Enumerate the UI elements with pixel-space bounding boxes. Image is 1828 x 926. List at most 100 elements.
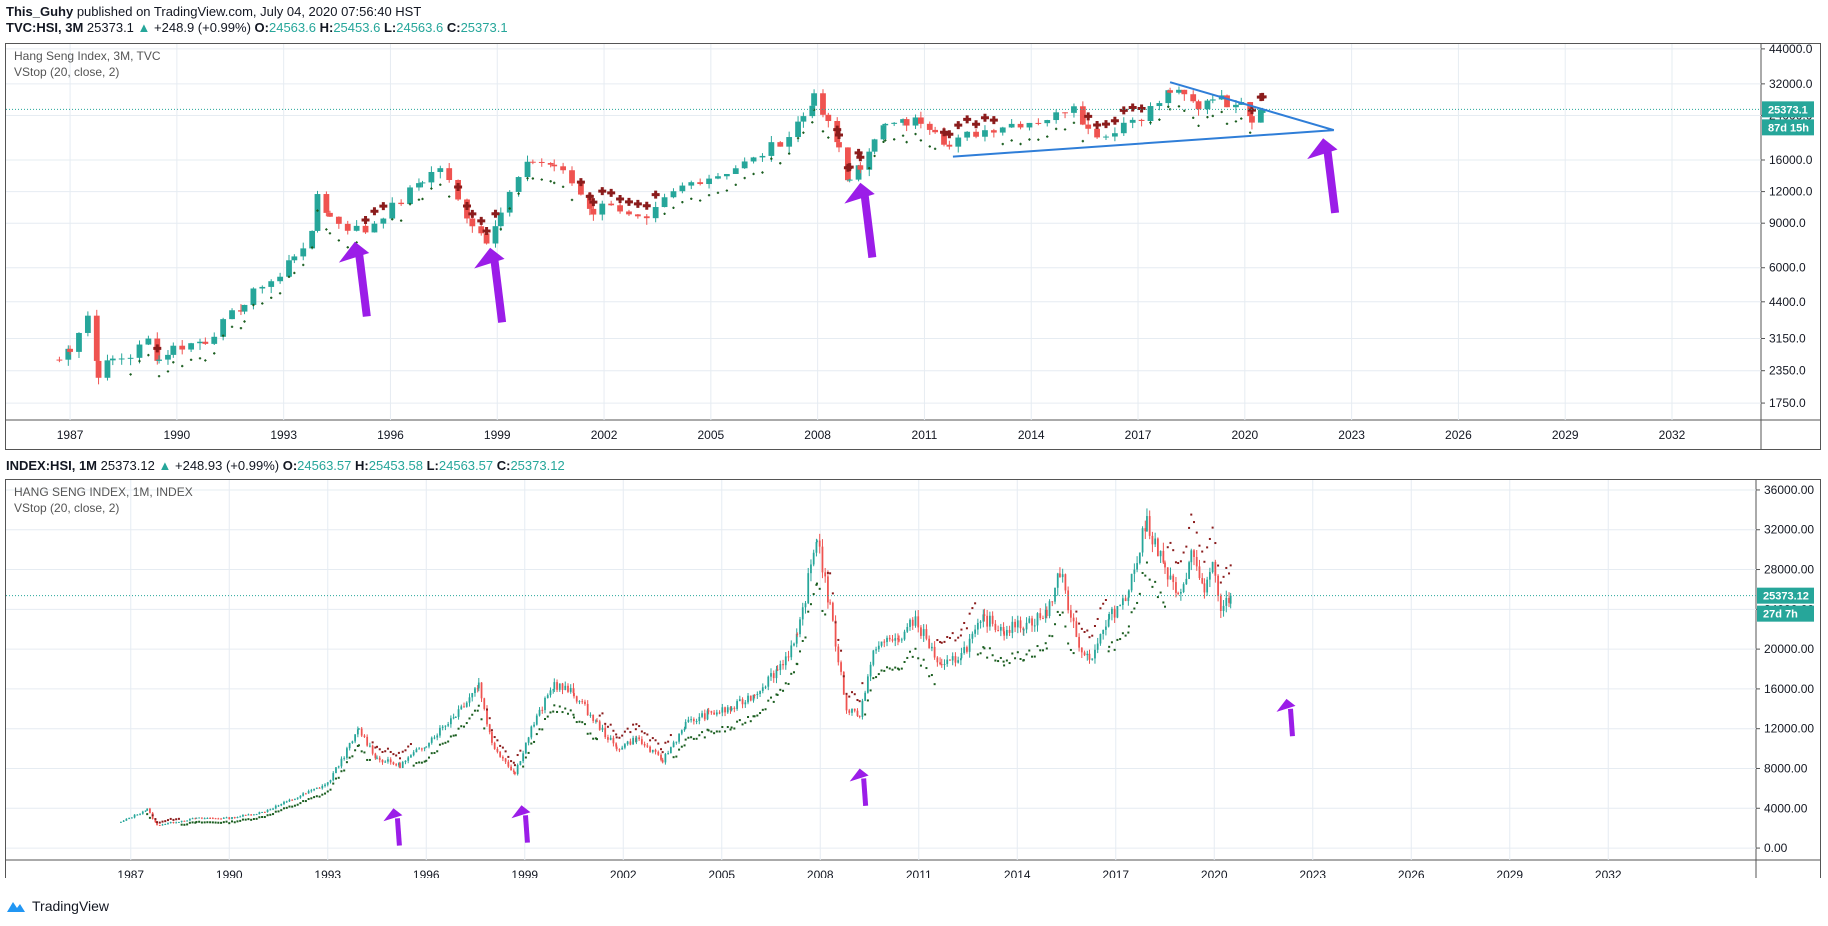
x-tick-label: 1987 <box>117 868 144 878</box>
pane2-chart[interactable]: 1987 1990 1993 1996 1999 2002 2005 2008 2011 2014… <box>0 478 1828 878</box>
candle-body <box>715 176 721 179</box>
candle-body <box>238 310 244 312</box>
candle-body <box>1162 550 1165 563</box>
brand-label[interactable]: TradingView <box>32 898 110 914</box>
countdown-label: 87d 15h <box>1768 122 1809 134</box>
candle-body <box>973 131 979 137</box>
vstop-marker <box>954 121 963 130</box>
annotation-arrow-shaft <box>861 778 869 806</box>
candle-body <box>527 737 530 743</box>
candle-body <box>946 659 949 664</box>
candle-body <box>165 354 171 360</box>
pane2-symbol[interactable]: INDEX:HSI, 1M <box>6 458 98 473</box>
candle-body <box>869 664 872 677</box>
vstop-marker <box>573 716 576 719</box>
candle-body <box>836 142 842 148</box>
candle-body <box>436 735 439 738</box>
candle-body <box>170 345 177 355</box>
candle-body <box>575 696 578 702</box>
vstop-marker <box>1086 629 1089 632</box>
vstop-marker <box>269 813 272 816</box>
vstop-marker <box>1174 561 1177 564</box>
vstop-marker <box>850 691 853 694</box>
vstop-marker <box>519 749 522 752</box>
candle-body <box>203 818 206 820</box>
vstop-marker <box>959 634 962 637</box>
candle-body <box>477 682 480 689</box>
y-tick-label: 16000.00 <box>1764 682 1814 696</box>
pane1-chart[interactable]: 1987 1990 1993 1996 1999 2002 2005 2008 2011 2014… <box>0 42 1828 452</box>
candle-body <box>782 664 784 666</box>
vstop-marker <box>255 817 258 820</box>
vstop-marker <box>1025 653 1028 656</box>
vstop-marker <box>963 115 972 124</box>
candle-body <box>302 793 305 796</box>
vstop-marker <box>1093 625 1096 628</box>
vstop-marker <box>285 806 288 809</box>
candle-body <box>418 748 421 750</box>
pane1-symbol[interactable]: TVC:HSI, 3M <box>6 20 84 35</box>
candle-body <box>1039 613 1042 619</box>
candle-body <box>920 627 922 636</box>
x-tick-label: 2005 <box>708 868 735 878</box>
vstop-marker <box>661 751 664 754</box>
candle-body <box>675 741 678 743</box>
vstop-marker <box>782 689 785 692</box>
vstop-marker <box>683 744 686 747</box>
x-tick-label: 2026 <box>1398 868 1425 878</box>
candle-body <box>492 226 499 244</box>
vstop-marker <box>675 755 678 758</box>
vstop-marker <box>449 735 452 738</box>
vstop-marker <box>1072 121 1076 125</box>
vstop-marker <box>948 636 951 639</box>
candle-body <box>437 168 444 172</box>
vstop-marker <box>1214 542 1217 545</box>
vstop-marker <box>891 668 894 671</box>
indicator-label: VStop (20, close, 2) <box>14 501 119 515</box>
vstop-marker <box>540 178 543 181</box>
vstop-marker <box>471 713 474 716</box>
candle-body <box>922 629 925 636</box>
vstop-marker <box>1010 139 1013 142</box>
vstop-marker <box>928 675 931 678</box>
candle-body <box>928 638 931 649</box>
author-name[interactable]: This_Guhy <box>6 4 74 19</box>
pane1-low: 24563.6 <box>396 20 444 35</box>
candle-body <box>1067 590 1070 611</box>
candle-body <box>586 703 589 716</box>
vstop-marker <box>153 344 162 353</box>
candle-body <box>638 737 641 740</box>
vstop-marker <box>412 764 415 767</box>
vstop-marker <box>930 674 933 677</box>
vstop-marker <box>361 215 370 224</box>
vstop-marker <box>561 185 565 188</box>
candle-body <box>428 742 430 747</box>
candle-body <box>964 131 971 138</box>
x-tick-label: 2029 <box>1552 428 1579 442</box>
vstop-marker <box>787 152 791 155</box>
vstop-marker <box>680 745 683 748</box>
vstop-marker <box>997 660 1000 663</box>
candle-body <box>202 341 209 344</box>
candle-body <box>951 656 954 661</box>
candle-body <box>713 712 715 715</box>
vstop-marker <box>448 195 451 198</box>
vstop-marker <box>772 700 775 703</box>
pane1-close-label: C: <box>446 20 461 35</box>
annotation-arrow-head <box>849 768 869 782</box>
candle-body <box>296 797 299 799</box>
vstop-marker <box>381 751 384 754</box>
vstop-marker <box>1193 521 1196 524</box>
vstop-marker <box>894 666 897 669</box>
vstop-marker <box>482 227 491 236</box>
candle-body <box>736 701 738 710</box>
candle-body <box>366 736 369 746</box>
vstop-marker <box>510 760 513 763</box>
candle-body <box>452 717 455 719</box>
candle-body <box>1105 626 1107 630</box>
vstop-marker <box>775 693 778 696</box>
vstop-marker <box>629 731 632 734</box>
vstop-marker <box>681 200 684 204</box>
candle-body <box>188 818 191 821</box>
candle-body <box>598 721 601 730</box>
